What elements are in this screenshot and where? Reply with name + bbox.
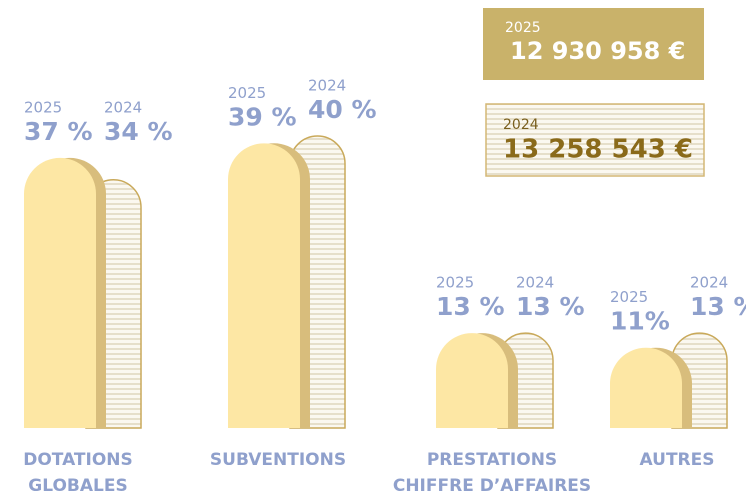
category-label: SUBVENTIONS	[210, 450, 346, 470]
bar-2025	[228, 143, 300, 428]
year-label: 2024	[690, 274, 728, 292]
year-label: 2025	[610, 288, 648, 306]
total-year: 2024	[503, 117, 539, 133]
bar-2025	[610, 347, 682, 428]
category-label: PRESTATIONS	[427, 450, 557, 470]
value-label: 11%	[610, 307, 670, 336]
value-label: 37 %	[24, 117, 93, 146]
value-label: 40 %	[308, 95, 377, 124]
category-label: GLOBALES	[28, 476, 127, 496]
year-label: 2025	[436, 274, 474, 292]
value-label: 13 %	[516, 292, 585, 321]
value-label: 13 %	[436, 292, 505, 321]
year-label: 2025	[228, 84, 266, 102]
year-label: 2024	[104, 98, 142, 116]
total-amount: 13 258 543 €	[503, 135, 693, 165]
total-year: 2025	[505, 20, 541, 36]
bar-2025	[24, 157, 96, 428]
year-label: 2024	[516, 274, 554, 292]
total-box-2025	[483, 8, 704, 80]
category-label: DOTATIONS	[23, 450, 133, 470]
value-label: 39 %	[228, 102, 297, 131]
category-label: AUTRES	[640, 450, 715, 470]
value-label: 13 %	[690, 292, 746, 321]
total-amount: 12 930 958 €	[510, 37, 685, 65]
bar-2025	[436, 333, 508, 428]
year-label: 2025	[24, 98, 62, 116]
value-label: 34 %	[104, 117, 173, 146]
total-box-2024	[485, 103, 705, 177]
category-label: CHIFFRE D’AFFAIRES	[393, 476, 591, 496]
year-label: 2024	[308, 77, 346, 95]
